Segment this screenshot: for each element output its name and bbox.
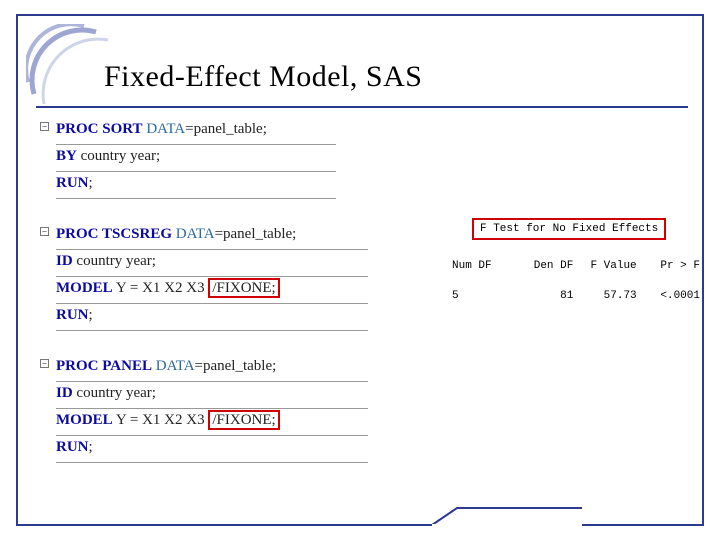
code-line: MODEL Y = X1 X2 X3 /FIXONE; [56, 409, 420, 436]
ftest-header: Den DF [515, 260, 573, 272]
code-line: ID country year; [56, 382, 420, 409]
ftest-header: Pr > F [642, 260, 700, 272]
ftest-header: F Value [579, 260, 637, 272]
slide-frame: Fixed-Effect Model, SAS − PROC SORT DATA… [16, 14, 704, 526]
frame-notch-icon [432, 506, 582, 526]
code-line: RUN; [56, 436, 420, 463]
code-line: RUN; [56, 172, 420, 199]
ftest-value: 57.73 [579, 290, 637, 302]
ftest-header: Num DF [452, 260, 510, 272]
code-line: PROC SORT DATA=panel_table; [56, 118, 420, 145]
ftest-value: 5 [452, 290, 510, 302]
ftest-value-row: 5 81 57.73 <.0001 [450, 290, 702, 302]
ftest-value: 81 [515, 290, 573, 302]
ftest-header-row: Num DF Den DF F Value Pr > F [450, 260, 702, 272]
ftest-value: <.0001 [642, 290, 700, 302]
option-highlight: /FIXONE; [208, 410, 279, 430]
slide-title: Fixed-Effect Model, SAS [104, 60, 422, 94]
code-line: PROC TSCSREG DATA=panel_table; [56, 223, 420, 250]
fold-icon: − [40, 227, 49, 236]
ftest-title: F Test for No Fixed Effects [472, 218, 666, 240]
fold-icon: − [40, 122, 49, 131]
code-line: BY country year; [56, 145, 420, 172]
fold-icon: − [40, 359, 49, 368]
code-line: RUN; [56, 304, 420, 331]
code-block-1: − PROC SORT DATA=panel_table; BY country… [40, 118, 420, 199]
code-block-3: − PROC PANEL DATA=panel_table; ID countr… [40, 355, 420, 463]
code-line: MODEL Y = X1 X2 X3 /FIXONE; [56, 277, 420, 304]
title-underline [36, 106, 688, 108]
ftest-output: F Test for No Fixed Effects Num DF Den D… [450, 218, 702, 302]
code-area: − PROC SORT DATA=panel_table; BY country… [40, 118, 420, 487]
option-highlight: /FIXONE; [208, 278, 279, 298]
code-line: ID country year; [56, 250, 420, 277]
code-line: PROC PANEL DATA=panel_table; [56, 355, 420, 382]
code-block-2: − PROC TSCSREG DATA=panel_table; ID coun… [40, 223, 420, 331]
